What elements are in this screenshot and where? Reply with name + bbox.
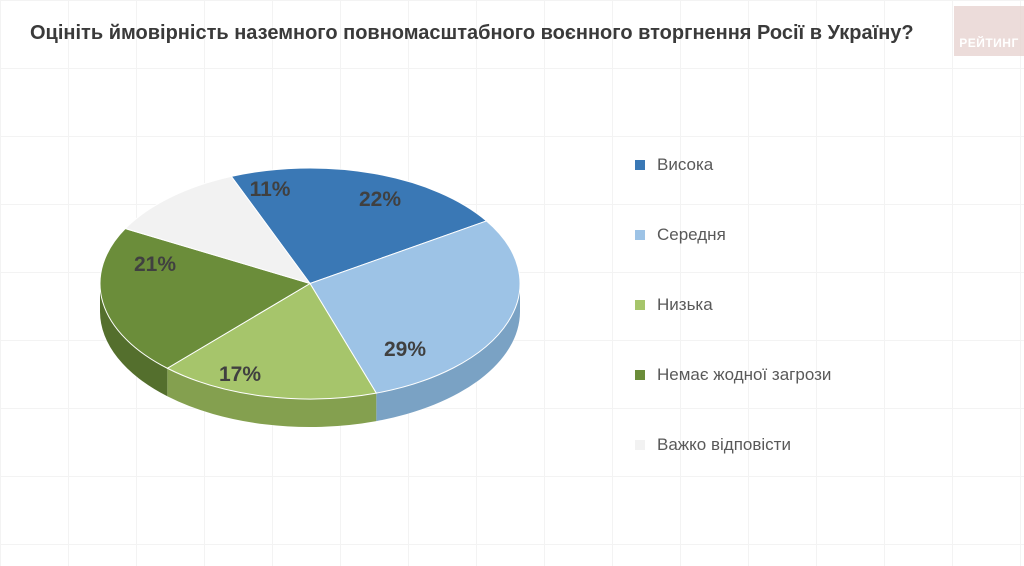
legend-item: Висока: [635, 155, 975, 175]
pie-svg: [80, 138, 540, 457]
legend-swatch: [635, 440, 645, 450]
legend-swatch: [635, 300, 645, 310]
legend-label: Немає жодної загрози: [657, 365, 831, 385]
pie-chart: 22%29%17%21%11%: [70, 130, 550, 490]
legend-item: Немає жодної загрози: [635, 365, 975, 385]
legend-item: Важко відповісти: [635, 435, 975, 455]
watermark-logo: РЕЙТИНГ: [954, 6, 1024, 56]
legend: Висока Середня Низька Немає жодної загрози В…: [635, 155, 975, 505]
legend-swatch: [635, 160, 645, 170]
legend-label: Висока: [657, 155, 713, 175]
legend-label: Низька: [657, 295, 713, 315]
legend-label: Середня: [657, 225, 726, 245]
legend-label: Важко відповісти: [657, 435, 791, 455]
chart-title: Оцініть ймовірність наземного повномасшт…: [30, 22, 914, 45]
legend-swatch: [635, 230, 645, 240]
legend-swatch: [635, 370, 645, 380]
legend-item: Середня: [635, 225, 975, 245]
legend-item: Низька: [635, 295, 975, 315]
pie-wrap: [80, 138, 540, 462]
